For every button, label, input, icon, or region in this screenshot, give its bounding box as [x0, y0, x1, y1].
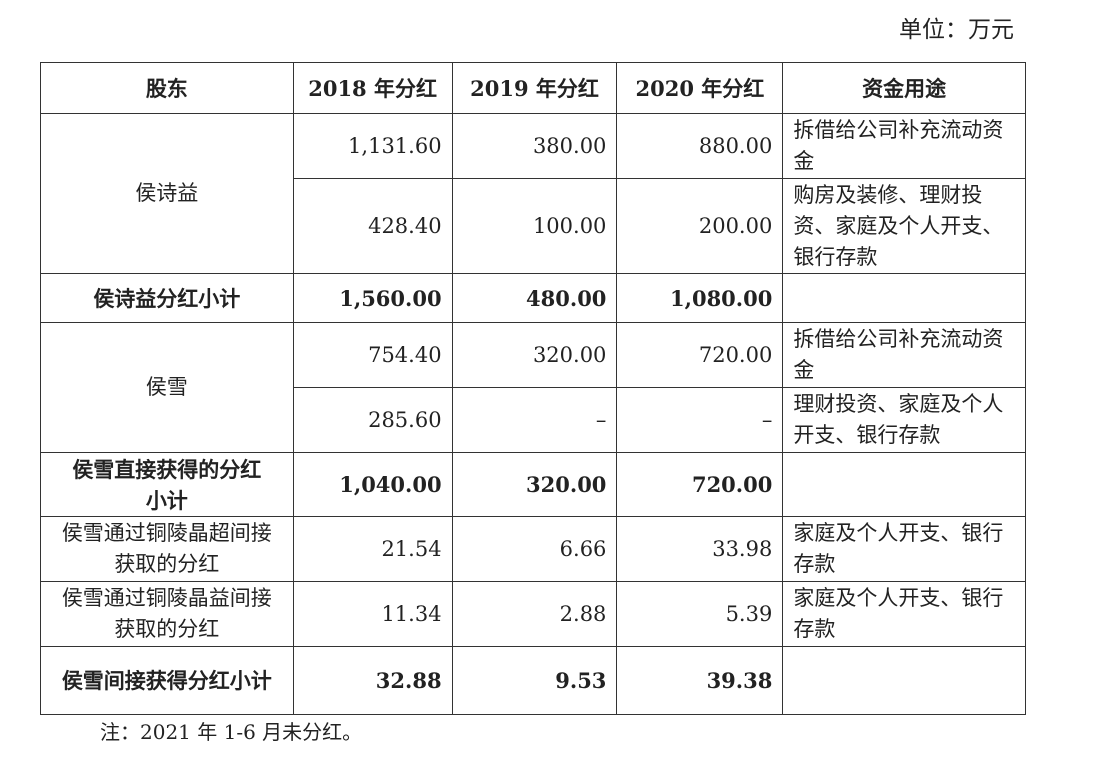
cell: 1,040.00: [292, 452, 453, 517]
cell: 720.00: [616, 322, 784, 388]
cell: 理财投资、家庭及个人开支、银行存款: [782, 387, 1026, 453]
row: 侯雪 754.40 320.00 720.00 拆借给公司补充流动资金: [40, 322, 1026, 453]
header-cell: 2019 年分红: [451, 62, 618, 114]
header-cell: 股东: [40, 62, 294, 114]
cell: 285.60: [292, 387, 453, 453]
unit: 单位：万元: [899, 17, 1014, 43]
note: 注：2021 年 1-6 月未分红。: [100, 720, 363, 744]
cell: [782, 452, 1026, 517]
cell: 侯雪通过铜陵晶超间接获取的分红: [40, 516, 294, 582]
cell: 39.38: [616, 646, 784, 715]
subtotal-row: 侯雪间接获得分红小计 32.88 9.53 39.38: [40, 646, 1026, 715]
cell: 侯雪直接获得的分红小计: [40, 452, 294, 517]
cell: 11.34: [292, 581, 453, 647]
cell: 1,560.00: [292, 273, 453, 323]
header-cell: 2018 年分红: [292, 62, 453, 114]
dividend-table: 股东 2018 年分红 2019 年分红 2020 年分红 资金用途 侯诗益 1…: [40, 62, 1026, 715]
cell: 2.88: [451, 581, 618, 647]
cell: 200.00: [616, 178, 784, 274]
cell: 侯诗益分红小计: [40, 273, 294, 323]
cell: 6.66: [451, 516, 618, 582]
cell: 100.00: [451, 178, 618, 274]
cell: 33.98: [616, 516, 784, 582]
row: 285.60 – – 理财投资、家庭及个人开支、银行存款: [41, 387, 1026, 453]
subtotal-row: 侯雪直接获得的分红小计 1,040.00 320.00 720.00: [40, 452, 1026, 517]
cell: 9.53: [451, 646, 618, 715]
row: 侯雪通过铜陵晶益间接获取的分红 11.34 2.88 5.39 家庭及个人开支、…: [40, 581, 1026, 647]
cell: –: [451, 387, 618, 453]
cell: 购房及装修、理财投资、家庭及个人开支、银行存款: [782, 178, 1026, 274]
cell: 380.00: [451, 113, 618, 179]
cell: 侯雪间接获得分红小计: [40, 646, 294, 715]
cell: 428.40: [292, 178, 453, 274]
cell: 32.88: [292, 646, 453, 715]
cell: 侯雪通过铜陵晶益间接获取的分红: [40, 581, 294, 647]
cell: 1,080.00: [616, 273, 784, 323]
header-row: 股东 2018 年分红 2019 年分红 2020 年分红 资金用途: [40, 62, 1026, 114]
cell: 320.00: [451, 322, 618, 388]
cell: [782, 273, 1026, 323]
cell: 侯雪: [40, 322, 294, 453]
cell: 480.00: [451, 273, 618, 323]
cell: [782, 646, 1026, 715]
subtotal-row: 侯诗益分红小计 1,560.00 480.00 1,080.00: [40, 273, 1026, 323]
row: 侯雪通过铜陵晶超间接获取的分红 21.54 6.66 33.98 家庭及个人开支…: [40, 516, 1026, 582]
cell: 21.54: [292, 516, 453, 582]
cell: 720.00: [616, 452, 784, 517]
cell: 侯诗益: [40, 113, 294, 274]
cell: 5.39: [616, 581, 784, 647]
header-cell: 2020 年分红: [616, 62, 784, 114]
row: 侯诗益 1,131.60 380.00 880.00 拆借给公司补充流动资金: [40, 113, 1026, 274]
header-cell: 资金用途: [782, 62, 1026, 114]
cell: 家庭及个人开支、银行存款: [782, 516, 1026, 582]
cell: 754.40: [292, 322, 453, 388]
cell: 拆借给公司补充流动资金: [782, 113, 1026, 179]
cell: 家庭及个人开支、银行存款: [782, 581, 1026, 647]
cell: 拆借给公司补充流动资金: [782, 322, 1026, 388]
cell: 1,131.60: [292, 113, 453, 179]
cell: –: [616, 387, 784, 453]
cell: 880.00: [616, 113, 784, 179]
cell: 320.00: [451, 452, 618, 517]
